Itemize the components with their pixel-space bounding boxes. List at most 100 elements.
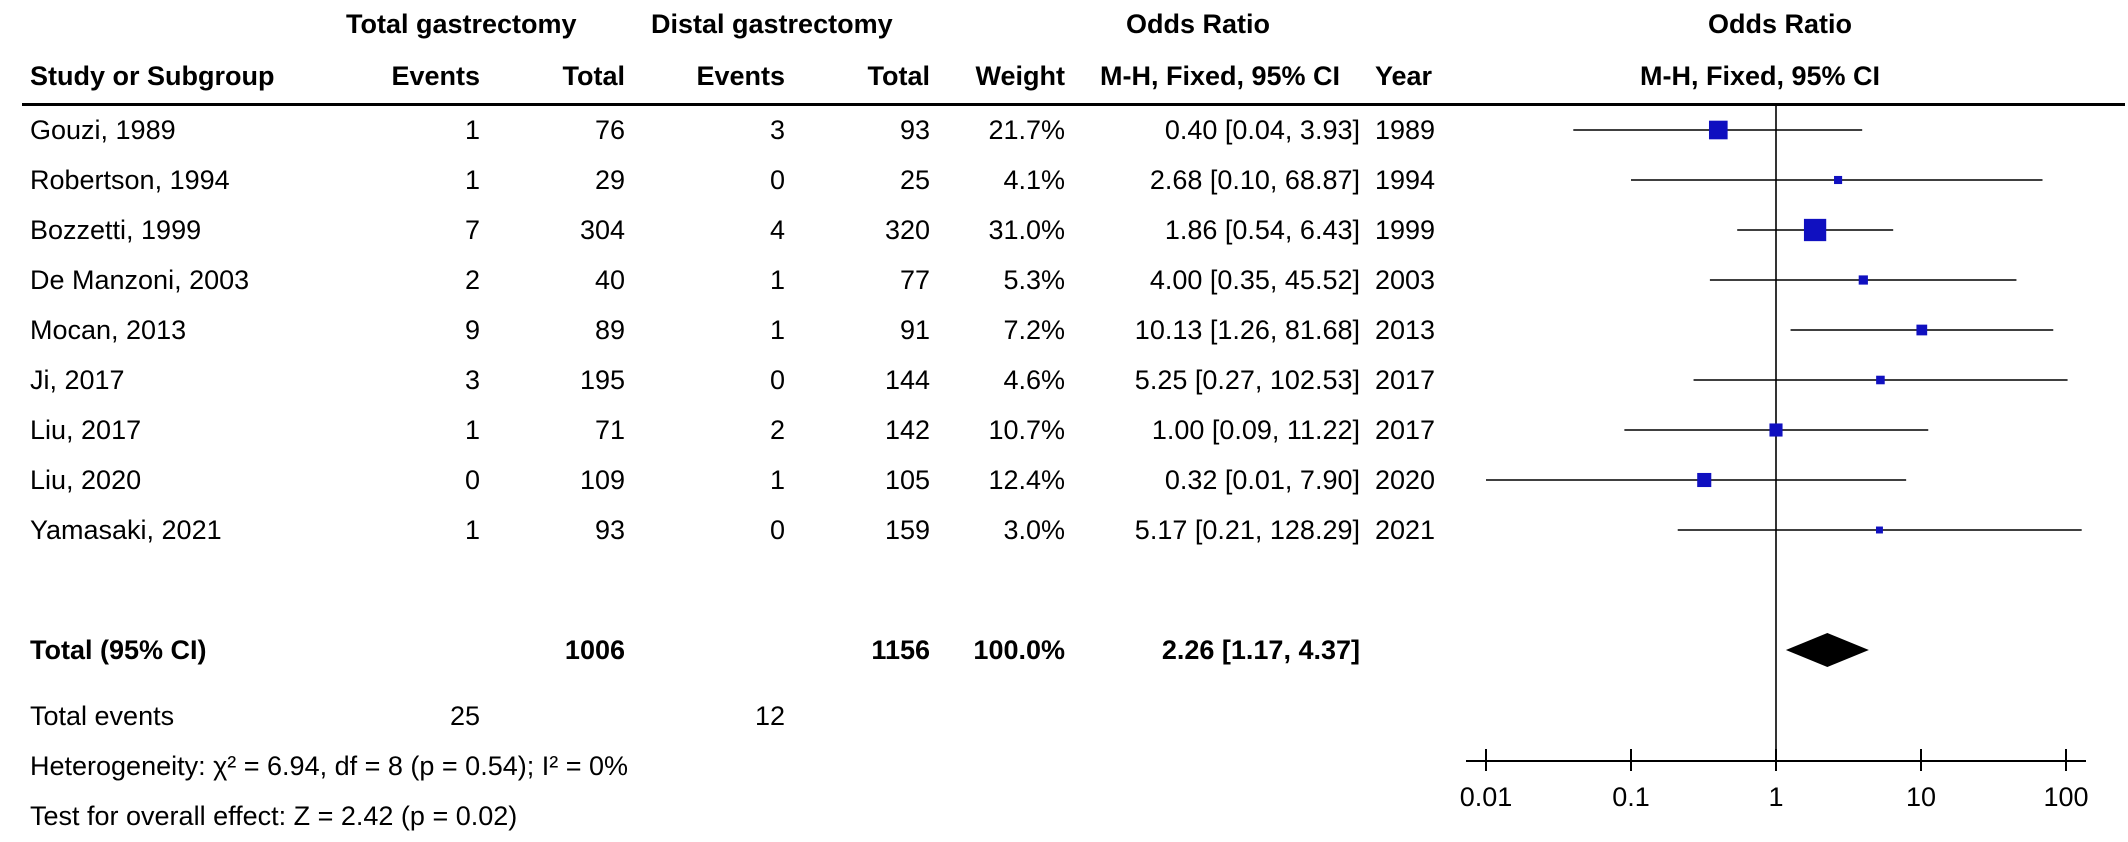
study-marker [1875,526,1883,534]
total-events-label: Total events [30,701,175,731]
total2-sum: 1156 [871,635,930,665]
total-events1: 25 [449,701,480,731]
year-cell: 2021 [1375,515,1436,545]
ci-cell: 5.17 [0.21, 128.29] [1134,515,1360,545]
events1-cell: 1 [464,115,480,145]
ci-cell: 10.13 [1.26, 81.68] [1134,315,1360,345]
year-cell: 2020 [1375,465,1436,495]
study-column-header: Study or Subgroup [30,61,275,91]
events1-cell: 3 [464,365,480,395]
x-tick-label: 10 [1906,782,1936,812]
study-marker [1769,423,1783,437]
group1-header: Total gastrectomy [346,9,577,39]
study-marker [1708,120,1728,140]
study-name: Ji, 2017 [30,365,125,395]
events2-cell: 4 [769,215,785,245]
weight-cell: 5.3% [1003,265,1065,295]
weight-cell: 12.4% [988,465,1065,495]
total1-column-header: Total [562,61,626,91]
ci-cell: 0.40 [0.04, 3.93] [1164,115,1360,145]
events1-cell: 7 [464,215,480,245]
events2-cell: 3 [769,115,785,145]
method-plot-header: M-H, Fixed, 95% CI [1640,61,1881,91]
weight-cell: 4.1% [1003,165,1065,195]
total-label: Total (95% CI) [30,635,207,665]
ci-cell: 1.00 [0.09, 11.22] [1151,415,1360,445]
heterogeneity-text: Heterogeneity: χ² = 6.94, df = 8 (p = 0.… [30,751,629,781]
study-marker [1876,375,1885,385]
year-cell: 2017 [1375,365,1436,395]
study-name: Mocan, 2013 [30,315,187,345]
total-weight: 100.0% [973,635,1065,665]
events2-cell: 1 [769,465,785,495]
x-tick-label: 1 [1768,782,1783,812]
total2-cell: 159 [884,515,930,545]
study-marker [1803,218,1827,242]
study-name: Gouzi, 1989 [30,115,176,145]
x-tick-label: 0.1 [1612,782,1650,812]
ci-cell: 4.00 [0.35, 45.52] [1149,265,1360,295]
total1-cell: 76 [594,115,625,145]
events2-cell: 1 [769,265,785,295]
total1-cell: 304 [579,215,625,245]
total1-cell: 195 [579,365,625,395]
study-marker [1834,175,1843,185]
events1-cell: 9 [464,315,480,345]
study-marker [1916,324,1928,336]
total-ci: 2.26 [1.17, 4.37] [1161,635,1360,665]
events1-column-header: Events [391,61,480,91]
ci-cell: 5.25 [0.27, 102.53] [1134,365,1360,395]
events1-cell: 1 [464,515,480,545]
events2-cell: 0 [769,365,785,395]
weight-cell: 7.2% [1003,315,1065,345]
weight-column-header: Weight [975,61,1066,91]
total2-cell: 93 [899,115,930,145]
weight-cell: 3.0% [1003,515,1065,545]
x-tick-label: 100 [2043,782,2088,812]
year-cell: 1989 [1375,115,1436,145]
study-marker [1858,275,1868,285]
total1-sum: 1006 [564,635,625,665]
total1-cell: 40 [594,265,625,295]
total2-cell: 77 [899,265,930,295]
total2-column-header: Total [867,61,931,91]
total2-cell: 142 [884,415,930,445]
weight-cell: 31.0% [988,215,1065,245]
events2-column-header: Events [696,61,785,91]
ci-cell: 1.86 [0.54, 6.43] [1164,215,1360,245]
overall-effect-text: Test for overall effect: Z = 2.42 (p = 0… [30,801,518,831]
total1-cell: 89 [594,315,625,345]
year-cell: 2003 [1375,265,1436,295]
total2-cell: 91 [899,315,930,345]
weight-cell: 21.7% [988,115,1065,145]
total2-cell: 25 [899,165,930,195]
weight-cell: 10.7% [988,415,1065,445]
events1-cell: 1 [464,415,480,445]
total2-cell: 144 [884,365,930,395]
or-plot-header: Odds Ratio [1708,9,1853,39]
study-name: Liu, 2017 [30,415,142,445]
study-marker [1697,472,1712,488]
events2-cell: 0 [769,515,785,545]
weight-cell: 4.6% [1003,365,1065,395]
events2-cell: 1 [769,315,785,345]
year-cell: 1999 [1375,215,1436,245]
year-cell: 2017 [1375,415,1436,445]
total1-cell: 71 [594,415,625,445]
study-name: Robertson, 1994 [30,165,230,195]
total-events2: 12 [754,701,785,731]
events2-cell: 2 [769,415,785,445]
events1-cell: 1 [464,165,480,195]
method-table-header: M-H, Fixed, 95% CI [1100,61,1341,91]
total1-cell: 93 [594,515,625,545]
group2-header: Distal gastrectomy [651,9,893,39]
total2-cell: 105 [884,465,930,495]
study-name: De Manzoni, 2003 [30,265,250,295]
total1-cell: 29 [594,165,625,195]
year-column-header: Year [1375,61,1433,91]
study-name: Liu, 2020 [30,465,142,495]
total2-cell: 320 [884,215,930,245]
pooled-diamond [1785,633,1869,667]
year-cell: 1994 [1375,165,1436,195]
